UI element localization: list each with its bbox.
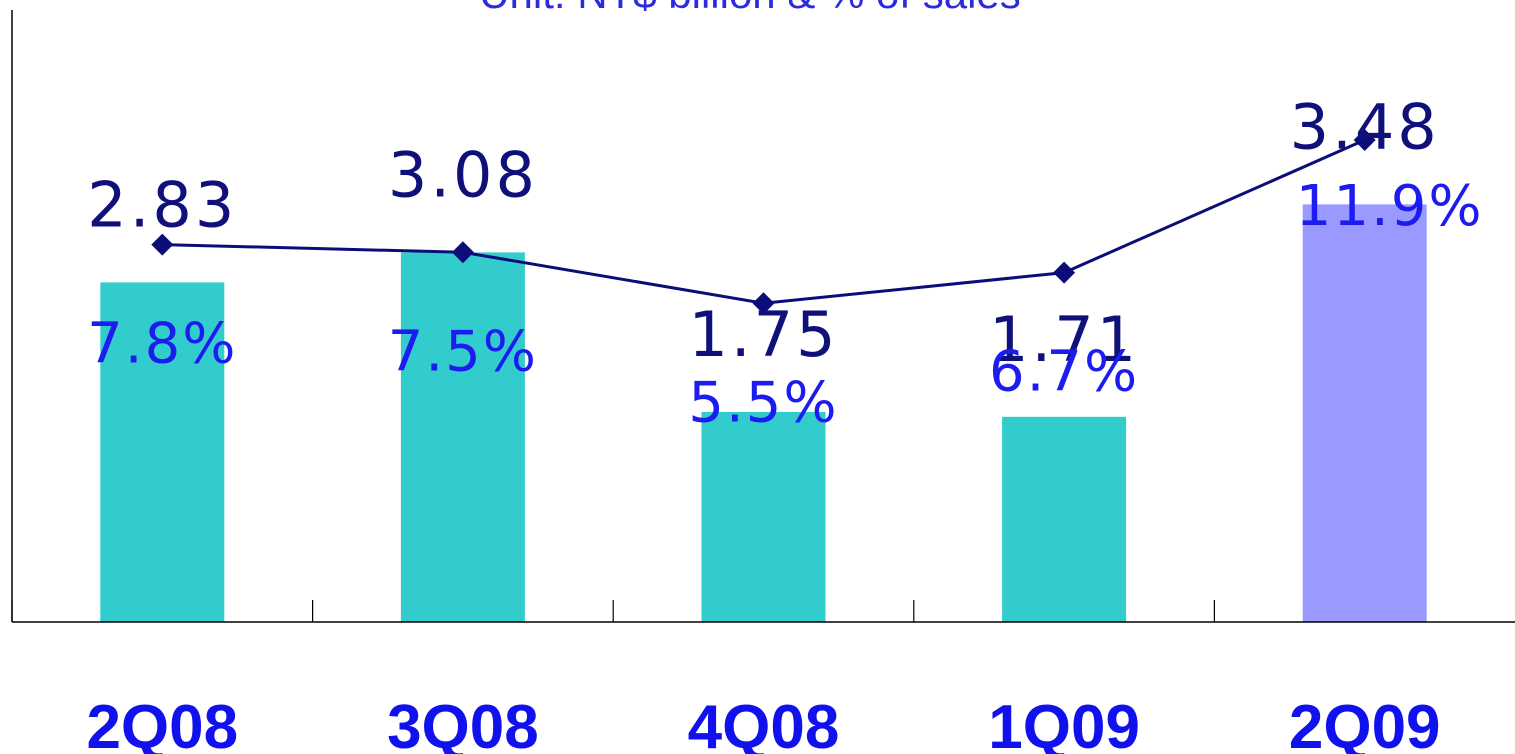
percent-marker xyxy=(1353,129,1376,152)
bar-1q09 xyxy=(1002,416,1127,622)
bar-value-label: 3.48 xyxy=(1290,90,1440,163)
category-label: 2Q09 xyxy=(1289,693,1441,754)
bar-4q08 xyxy=(701,412,826,622)
category-label: 4Q08 xyxy=(688,693,840,754)
bar-3q08 xyxy=(400,252,525,622)
percent-value-label: 7.5% xyxy=(388,319,538,384)
chart-title: Unit: NT$ billion & % of sales xyxy=(479,0,1021,17)
category-label: 1Q09 xyxy=(988,693,1140,754)
percent-marker xyxy=(451,241,474,264)
percent-marker xyxy=(1053,261,1076,284)
percent-series-line xyxy=(162,138,1366,305)
percent-value-label: 7.8% xyxy=(87,312,237,377)
bar-value-label: 1.71 xyxy=(989,303,1139,376)
category-label: 2Q08 xyxy=(86,693,238,754)
bar-2q09 xyxy=(1302,204,1427,622)
bar-value-label: 2.83 xyxy=(87,168,237,241)
bar-2q08 xyxy=(100,282,225,622)
bar-value-label: 3.08 xyxy=(388,138,538,211)
percent-value-label: 6.7% xyxy=(989,340,1139,405)
percent-value-label: 11.9% xyxy=(1296,174,1484,239)
percent-marker xyxy=(752,292,775,315)
percent-marker xyxy=(151,233,174,256)
bar-value-label: 1.75 xyxy=(688,298,838,371)
percent-value-label: 5.5% xyxy=(688,370,838,435)
category-label: 3Q08 xyxy=(387,693,539,754)
